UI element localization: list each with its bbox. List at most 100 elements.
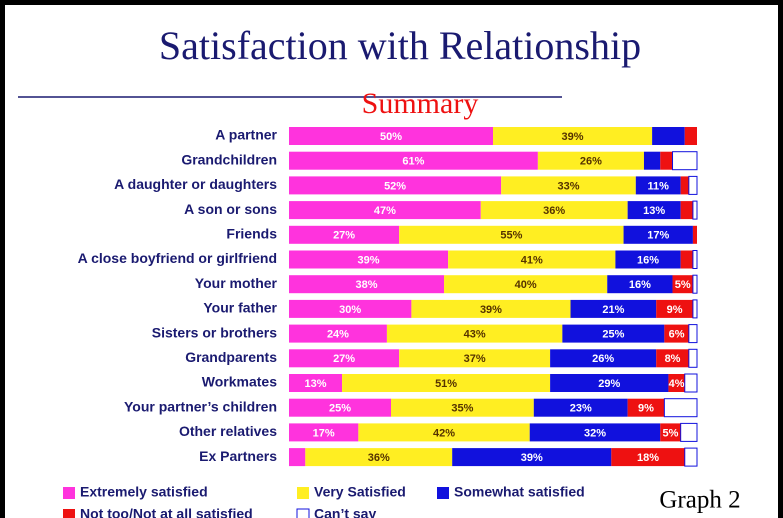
- data-label: 41%: [521, 254, 543, 266]
- data-label: 8%: [665, 353, 681, 365]
- y-tick-label: Your partner’s children: [124, 398, 277, 414]
- data-label: 47%: [374, 205, 396, 217]
- bar-segment: [501, 176, 636, 195]
- data-label: 24%: [327, 329, 349, 341]
- data-label: 13%: [305, 378, 327, 390]
- y-tick-label: A daughter or daughters: [114, 176, 277, 192]
- data-label: 39%: [358, 254, 380, 266]
- data-label: 21%: [602, 304, 624, 316]
- data-label: 5%: [663, 427, 679, 439]
- bar-segment: [452, 448, 612, 467]
- bar-segment: [444, 275, 608, 294]
- bar-segment: [391, 398, 534, 417]
- bar-segment: [305, 448, 453, 467]
- data-label: 61%: [402, 156, 424, 168]
- bar-segment: [537, 151, 644, 170]
- data-label: 26%: [592, 353, 614, 365]
- bar-segment: [672, 275, 693, 294]
- y-tick-label: Your mother: [195, 275, 278, 291]
- bar-segment: [358, 423, 530, 442]
- y-tick-label: A son or sons: [184, 201, 277, 217]
- bar-segment: [289, 398, 391, 417]
- bar-segment: [680, 176, 689, 195]
- bar-segment: [562, 324, 665, 343]
- data-label: 25%: [602, 329, 624, 341]
- legend-swatch: [437, 487, 449, 499]
- legend-label: Very Satisfied: [314, 484, 406, 500]
- legend-label: Extremely satisfied: [80, 484, 208, 500]
- data-label: 32%: [584, 427, 606, 439]
- bar-segment: [688, 348, 698, 368]
- data-label: 36%: [368, 452, 390, 464]
- y-tick-label: Other relatives: [179, 423, 277, 439]
- bar-segment: [668, 374, 685, 392]
- data-label: 37%: [464, 353, 486, 365]
- data-label: 11%: [648, 180, 670, 192]
- bar-segment: [680, 250, 693, 269]
- data-label: 38%: [356, 279, 378, 291]
- bar-segment: [493, 127, 653, 145]
- bar-segment: [680, 422, 698, 442]
- bar-segment: [615, 250, 681, 269]
- data-label: 30%: [339, 304, 361, 316]
- chart-title: Satisfaction with Relationship: [159, 23, 641, 68]
- bar-segment: [684, 127, 697, 145]
- data-label: 25%: [329, 403, 351, 415]
- bar-segment: [635, 176, 681, 195]
- bar-segment: [607, 275, 673, 294]
- data-label: 52%: [384, 180, 406, 192]
- legend-swatch: [296, 508, 310, 518]
- data-label: 27%: [333, 353, 355, 365]
- bar-segment: [660, 151, 673, 170]
- data-label: 50%: [380, 131, 402, 143]
- data-label: 42%: [433, 427, 455, 439]
- data-label: 36%: [543, 205, 565, 217]
- data-label: 39%: [521, 452, 543, 464]
- data-label: 43%: [464, 329, 486, 341]
- bar-segment: [623, 225, 693, 244]
- chart-subtitle: Summary: [362, 87, 479, 120]
- bar-segment: [692, 274, 698, 294]
- bar-segment: [656, 349, 689, 368]
- data-label: 16%: [637, 254, 659, 266]
- y-tick-label: A close boyfriend or girlfriend: [78, 250, 277, 266]
- data-label: 26%: [580, 156, 602, 168]
- data-label: 9%: [667, 304, 683, 316]
- bar-segment: [692, 299, 698, 319]
- bar-segment: [289, 127, 493, 145]
- bar-segment: [289, 349, 400, 368]
- bar-segment: [399, 225, 624, 244]
- bar-segment: [684, 447, 698, 467]
- data-label: 17%: [313, 427, 335, 439]
- bar-segment: [289, 275, 445, 294]
- bar-segment: [289, 374, 343, 392]
- y-tick-label: Workmates: [202, 374, 277, 390]
- legend-swatch: [63, 509, 75, 518]
- data-label: 6%: [669, 329, 685, 341]
- bar-segment: [627, 398, 665, 417]
- bar-segment: [627, 201, 681, 220]
- bar-segment: [656, 299, 693, 318]
- y-tick-label: Friends: [226, 226, 277, 242]
- bar-segment: [692, 225, 697, 244]
- data-label: 23%: [570, 403, 592, 415]
- bar-segment: [289, 176, 502, 195]
- bar-segment: [611, 448, 685, 467]
- legend-label: Somewhat satisfied: [454, 484, 585, 500]
- bar-segment: [550, 349, 657, 368]
- y-tick-label: Your father: [203, 300, 277, 316]
- bar-segment: [289, 324, 387, 343]
- annotation: Graph 2: [659, 487, 740, 514]
- y-tick-label: Sisters or brothers: [152, 324, 277, 340]
- bar-segment: [663, 398, 698, 418]
- data-label: 5%: [675, 279, 691, 291]
- bar-segment: [684, 373, 698, 393]
- bar-segment: [672, 151, 698, 171]
- y-tick-label: Grandchildren: [181, 151, 277, 167]
- data-label: 39%: [480, 304, 502, 316]
- bar-segment: [533, 398, 628, 417]
- bar-segment: [664, 324, 689, 343]
- bar-segment: [692, 250, 698, 269]
- bar-segment: [289, 250, 449, 269]
- data-label: 16%: [629, 279, 651, 291]
